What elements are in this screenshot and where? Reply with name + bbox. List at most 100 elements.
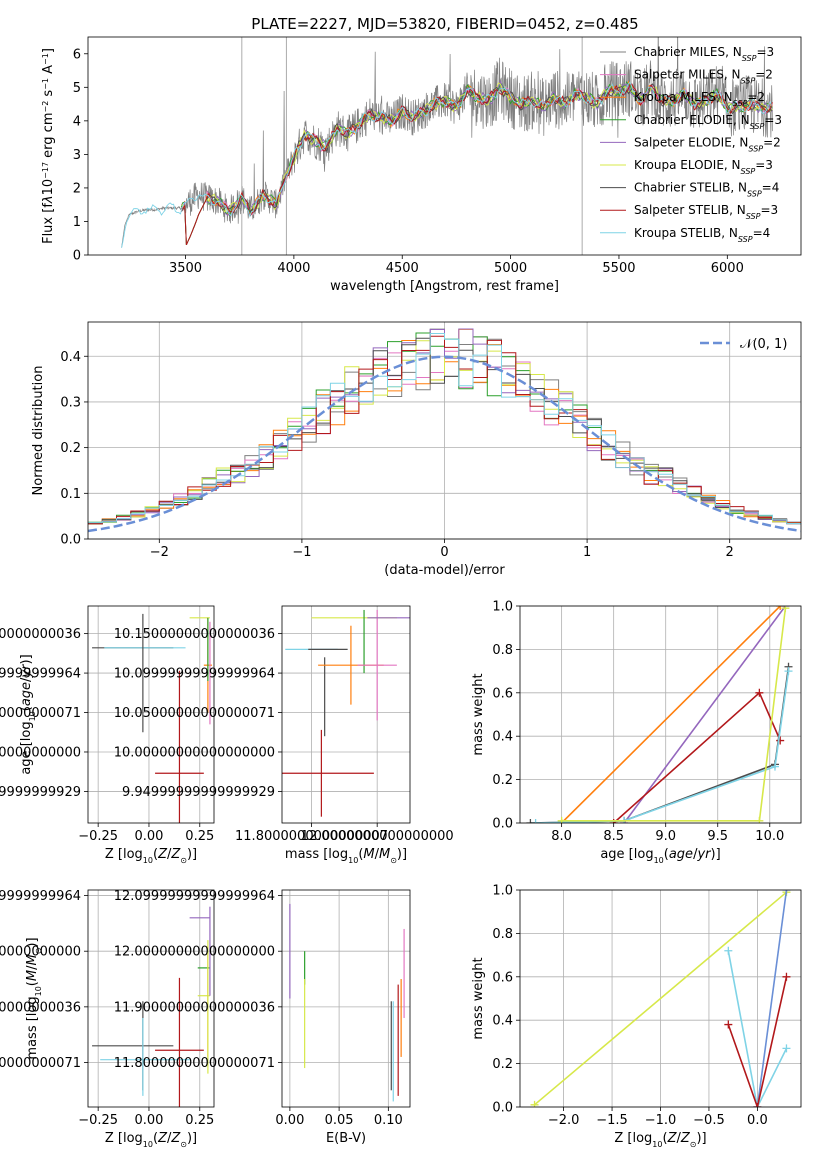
spectrum-legend: Chabrier MILES, NSSP=3 Salpeter MILES, NS… [600,45,782,243]
legend-entry: Chabrier STELIB, NSSP=4 [634,181,779,199]
x-tick-label: 0.0 [747,1113,768,1128]
mass-vs-extinction-panel: 0.00 0.05 0.10 11.80000000000000071 11.90000… [114,889,411,1146]
x-axis-label: Z [log10(Z/Z⊙)] [105,1131,197,1149]
x-axis-label: wavelength [Angstrom, rest frame] [330,279,559,294]
x-tick-label: 5000 [494,261,527,276]
x-axis-label: (data-model)/error [384,563,505,578]
y-tick-label: 11.80000000000000071 [114,1056,275,1071]
x-tick-label: 4500 [386,261,419,276]
axes-frame [87,36,802,256]
model-spectrum-line [180,83,773,245]
y-tick-label: 4 [73,114,81,129]
x-tick-label: 1 [583,545,591,560]
legend-entry: 𝒩(0, 1) [740,337,787,352]
mass-weight-marker [784,667,793,676]
legend-entry: Chabrier MILES, NSSP=3 [634,45,774,63]
x-tick-label: −2 [150,545,169,560]
y-axis-label: mass weight [471,673,486,755]
mass-weight-marker [755,816,764,823]
y-tick-label: 3 [73,148,81,163]
legend-entry: Kroupa STELIB, NSSP=4 [634,226,770,244]
mass-weight-marker [781,606,790,613]
x-tick-label: −1.5 [596,1113,628,1128]
y-tick-label: 0.0 [492,817,513,832]
axes-frame [519,605,802,824]
y-tick-label: 2 [73,181,81,196]
axes-frame [87,321,802,540]
y-tick-label: 9.94999999999999929 [122,785,275,800]
x-tick-label: 9.0 [655,829,676,844]
mass-weight-marker [557,816,566,823]
axes-frame [519,889,802,1108]
x-tick-label: 9.5 [707,829,728,844]
data-marks [530,890,791,1107]
axes-frame [87,605,215,824]
y-tick-label: 0.8 [492,927,513,942]
mass-weight-marker [724,946,733,955]
mass-weight-line [623,606,787,823]
mass-weight-line [727,976,788,1107]
y-axis-label: Normed distribution [31,366,46,496]
y-tick-label: 0.8 [492,643,513,658]
x-tick-label: 8.0 [551,829,572,844]
x-tick-label: 0.25 [185,1113,214,1128]
observed-spectrum-line [121,37,773,248]
mass-weight-vs-metallicity-panel: −2.0 −1.5 −1.0 −0.5 0.0 0.0 0.2 0.4 0.6 0.8 1.0 Z [… [471,884,802,1149]
y-tick-label: 0.4 [492,730,513,745]
error-bar-point [282,729,374,817]
y-tick-label: 12.00000000000000000 [114,945,275,960]
x-tick-label: 8.5 [603,829,624,844]
y-tick-label: 0.0 [492,1101,513,1116]
y-tick-label: 0 [73,249,81,264]
x-tick-label: 0.10 [374,1113,403,1128]
legend-entry: Chabrier ELODIE, NSSP=3 [634,113,782,131]
mass-weight-marker [776,606,785,610]
mass-weight-marker [782,1044,791,1053]
error-bar-point [357,609,397,721]
y-axis-label: mass weight [471,957,486,1039]
axes-frame [87,889,215,1108]
mass-weight-line [756,890,788,1107]
legend-entry: Kroupa MILES, NSSP=2 [634,90,765,108]
y-axis-label: mass [log10(M/M⊙)] [25,937,43,1059]
mass-weight-marker [753,1103,762,1107]
x-tick-label: 0.05 [325,1113,354,1128]
residuals-panel: −2 −1 0 1 2 0.0 0.1 0.2 0.3 0.4 (data-model)/error… [31,321,802,578]
y-tick-label: 12.09999999999999964 [114,889,275,904]
spectrum-panel: 3500 4000 4500 5000 5500 6000 0 1 2 3 4 5 6 wavelengt… [41,36,802,294]
x-tick-label: 0.00 [134,829,163,844]
mass-weight-line [533,891,788,1106]
data-marks [121,37,773,255]
x-tick-label: 6000 [711,261,744,276]
data-marks [289,903,405,1102]
x-tick-label: 0.00 [275,1113,304,1128]
normal-distribution-curve [88,355,801,533]
y-tick-label: 0.6 [492,686,513,701]
legend-entry: Salpeter MILES, NSSP=2 [634,68,773,86]
mass-weight-marker [530,1100,539,1107]
x-tick-label: 11.8000000000000007 [235,829,388,844]
mass-weight-marker [526,819,535,823]
age-vs-metallicity-panel: −0.25 0.00 0.25 9.94999999999999929 10.00000… [0,605,215,865]
y-tick-label: 12.00000000000000000 [0,945,81,960]
x-tick-label: 2 [726,545,734,560]
x-axis-label: E(B-V) [326,1131,366,1146]
y-tick-label: 11.80000000000000071 [0,1056,81,1071]
x-tick-label: 3500 [169,261,202,276]
y-tick-label: 0.2 [60,441,81,456]
y-tick-label: 1 [73,215,81,230]
mass-weight-marker [531,819,540,823]
x-tick-label: 0 [440,545,448,560]
y-tick-label: 0.6 [492,970,513,985]
x-tick-label: −1 [292,545,311,560]
legend-entry: Kroupa ELODIE, NSSP=3 [634,158,773,176]
x-tick-label: 0.25 [185,829,214,844]
x-tick-label: −0.5 [693,1113,725,1128]
x-tick-label: 5500 [602,261,635,276]
x-tick-label: −0.25 [78,829,118,844]
x-tick-label: −0.25 [78,1113,118,1128]
residual-histogram [88,333,801,524]
model-spectrum-line [121,81,773,248]
